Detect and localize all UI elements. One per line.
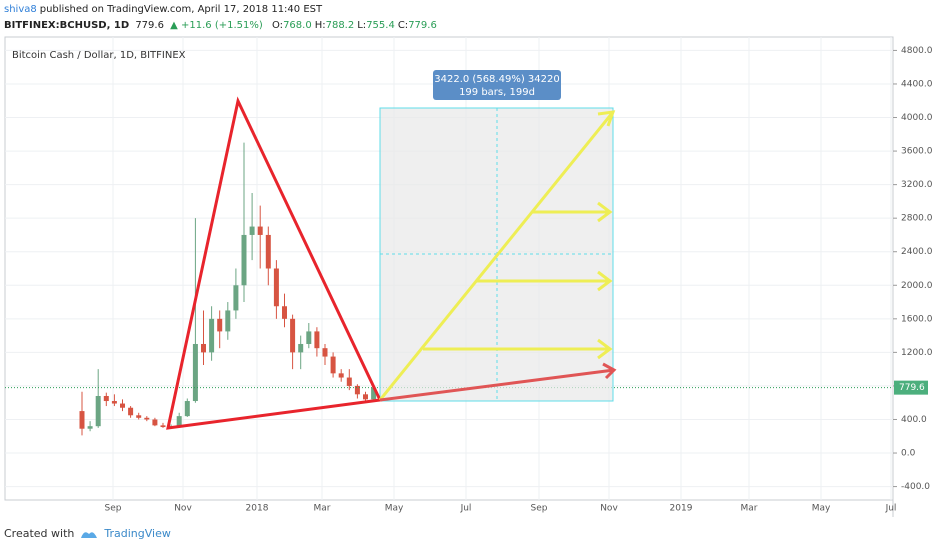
arrow-1 bbox=[532, 201, 613, 223]
candle-body bbox=[298, 343, 304, 353]
arrow-2 bbox=[477, 270, 613, 292]
change-text: +11.6 (+1.51%) bbox=[181, 20, 263, 31]
published: published on TradingView.com, April 17, … bbox=[39, 4, 323, 15]
created: Created with bbox=[4, 527, 75, 540]
candle-body bbox=[314, 331, 320, 349]
ohlc-value: 788.2 bbox=[325, 20, 355, 31]
footer: Created with TradingView bbox=[4, 527, 171, 540]
x-tick-label: 2019 bbox=[670, 504, 693, 514]
x-tick-label: Jul bbox=[885, 504, 897, 514]
y-tick-label: 3200.0 bbox=[901, 180, 932, 190]
y-tick-label: -400.0 bbox=[901, 482, 930, 492]
ohlc-label: C: bbox=[397, 20, 409, 31]
ohlc-label: H: bbox=[314, 20, 326, 31]
candle-body bbox=[346, 377, 352, 386]
x-tick-label: 2018 bbox=[246, 504, 269, 514]
candle-body bbox=[103, 395, 109, 402]
y-tick-label: 4400.0 bbox=[901, 79, 932, 89]
symbol: BITFINEX:BCHUSD, 1D bbox=[4, 20, 130, 31]
x-tick-label: Jul bbox=[460, 504, 472, 514]
ohlc-value: 779.6 bbox=[408, 20, 437, 31]
ohlc-value: 755.4 bbox=[366, 20, 395, 31]
candle-body bbox=[330, 356, 336, 374]
projection-bars: 199 bars, 199d bbox=[459, 87, 535, 98]
y-tick-label: 0.0 bbox=[901, 449, 916, 459]
y-tick-label: 4000.0 bbox=[901, 113, 932, 123]
candle-body bbox=[217, 318, 223, 332]
candle-body bbox=[209, 318, 215, 353]
yellow-arrows bbox=[378, 110, 616, 401]
y-tick-label: 1200.0 bbox=[901, 348, 932, 358]
symbol-line: BITFINEX:BCHUSD, 1D 779.6 ▲ +11.6 (+1.51… bbox=[4, 20, 443, 31]
candle-body bbox=[176, 416, 182, 427]
last: 779.6 bbox=[135, 20, 164, 31]
y-tick-label: 1600.0 bbox=[901, 314, 932, 324]
ohlc-label: L: bbox=[357, 20, 367, 31]
logo bbox=[81, 531, 98, 538]
y-tick-label: 2800.0 bbox=[901, 214, 932, 224]
candle-body bbox=[225, 310, 231, 332]
candle-body bbox=[282, 306, 287, 319]
candle-body bbox=[201, 343, 206, 353]
x-tick-label: Nov bbox=[174, 504, 192, 514]
candle-body bbox=[363, 394, 368, 400]
candle-body bbox=[273, 268, 279, 307]
ohlc-label: O: bbox=[271, 20, 284, 31]
x-tick-label: Sep bbox=[105, 504, 122, 514]
x-tick-label: Nov bbox=[600, 504, 618, 514]
y-tick-label: 4800.0 bbox=[901, 46, 932, 56]
candle-body bbox=[371, 387, 377, 400]
ohlc: O:768.0 H:788.2 L:755.4 C:779.6 bbox=[272, 20, 440, 31]
chart: Bitcoin Cash / Dollar, 1D, BITFINEX 3422… bbox=[4, 36, 932, 517]
x-tick-label: May bbox=[385, 504, 404, 514]
arrow-main bbox=[378, 110, 616, 401]
ohlc-value: 768.0 bbox=[283, 20, 312, 31]
candle-body bbox=[265, 234, 271, 269]
author[interactable]: shiva8 bbox=[4, 4, 37, 15]
arrow-3 bbox=[423, 338, 613, 360]
candle-body bbox=[136, 415, 142, 418]
candle-body bbox=[338, 373, 344, 378]
brand[interactable]: TradingView bbox=[104, 527, 171, 540]
x-tick-label: Sep bbox=[531, 504, 548, 514]
candle-body bbox=[192, 343, 198, 402]
candle-body bbox=[144, 417, 150, 420]
candle-body bbox=[111, 401, 117, 404]
axes: 4800.0 4400.0 4000.0 3600.0 3200.0 2800.0 2400… bbox=[105, 46, 932, 514]
triangle bbox=[166, 96, 383, 430]
x-tick-label: Mar bbox=[741, 504, 758, 514]
candle-body bbox=[152, 419, 158, 426]
candle-body bbox=[322, 348, 328, 357]
candle-body bbox=[160, 425, 166, 428]
y-tick-label: 3600.0 bbox=[901, 147, 932, 157]
candle-body bbox=[120, 403, 125, 408]
change: ▲ +11.6 (+1.51%) bbox=[170, 20, 263, 31]
projection-label: 3422.0 (568.49%) 34220 bbox=[434, 74, 559, 85]
candle-body bbox=[79, 411, 85, 429]
y-tick-label: 2000.0 bbox=[901, 281, 932, 291]
candle-body bbox=[249, 226, 255, 235]
candle-body bbox=[354, 385, 360, 395]
y-tick-label: 2400.0 bbox=[901, 247, 932, 257]
candle-body bbox=[184, 401, 190, 417]
candle-body bbox=[290, 318, 296, 353]
candle-body bbox=[233, 285, 239, 311]
projection-label-box bbox=[433, 70, 561, 100]
chart-title: Bitcoin Cash / Dollar, 1D, BITFINEX bbox=[12, 50, 186, 61]
x-tick-label: Mar bbox=[314, 504, 331, 514]
candle-body bbox=[128, 407, 134, 416]
candle-body bbox=[257, 226, 263, 235]
candle-body bbox=[306, 331, 312, 344]
x-tick-label: May bbox=[812, 504, 831, 514]
arrow-red bbox=[379, 362, 617, 402]
candle-body bbox=[241, 234, 247, 286]
last-price-box bbox=[894, 380, 928, 395]
y-tick-label: 400.0 bbox=[901, 415, 927, 425]
last-price-label: 779.6 bbox=[899, 383, 925, 393]
header-line: shiva8 published on TradingView.com, Apri… bbox=[4, 4, 325, 15]
candle-body bbox=[95, 395, 101, 427]
candle-body bbox=[87, 426, 93, 429]
